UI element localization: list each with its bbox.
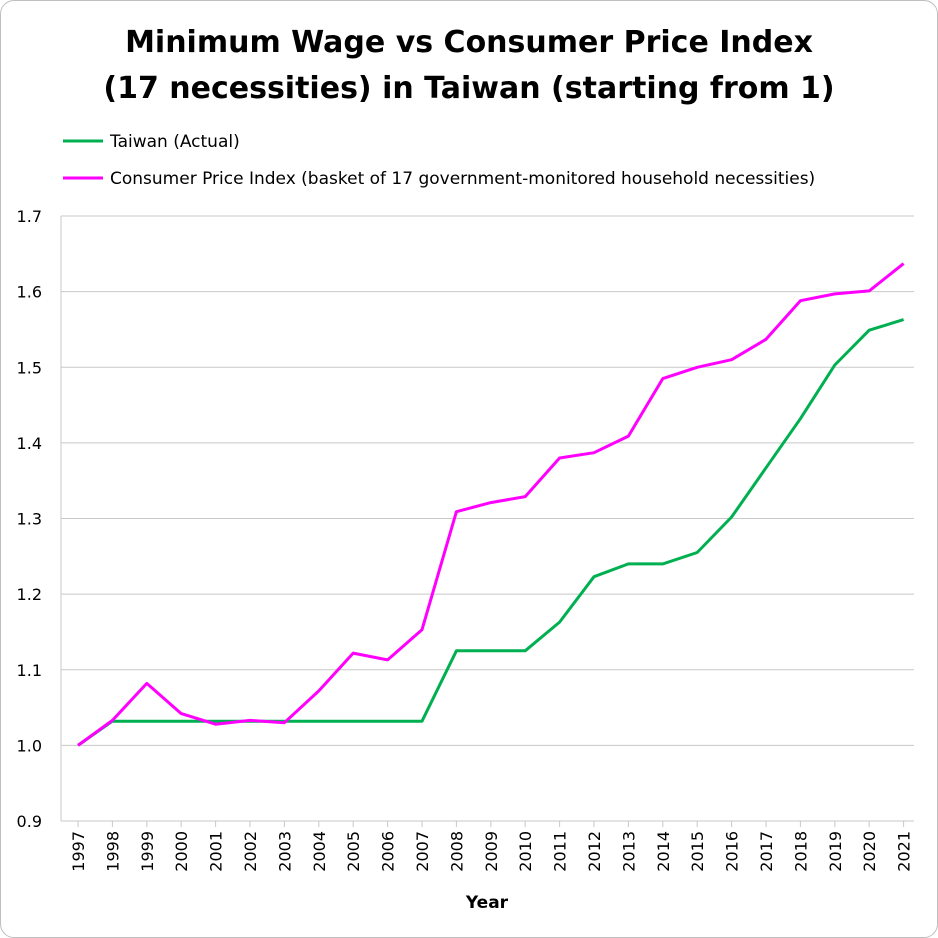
x-tick-label: 2005 — [344, 831, 363, 872]
y-axis-ticks: 1.7 1.6 1.5 1.4 1.3 1.2 1.1 1.0 0.9 — [17, 207, 42, 831]
x-tick-label: 2016 — [723, 831, 742, 872]
y-tick-label: 0.9 — [17, 812, 42, 831]
x-tick-label: 2019 — [826, 831, 845, 872]
x-tick-label: 1999 — [138, 831, 157, 872]
y-tick-label: 1.2 — [17, 585, 42, 604]
x-tick-label: 2012 — [585, 831, 604, 872]
x-tick-label: 2011 — [551, 831, 570, 872]
x-tick-label: 2018 — [791, 831, 810, 872]
x-axis-ticks: 1997 1998 1999 2000 2001 2002 2003 2004 2005 2006… — [69, 821, 914, 872]
x-tick-label: 2010 — [516, 831, 535, 872]
series-line-cpi — [77, 262, 905, 747]
y-tick-label: 1.3 — [17, 510, 42, 529]
legend: Taiwan (Actual) Consumer Price Index (ba… — [63, 132, 815, 189]
chart-title-line1: Minimum Wage vs Consumer Price Index — [125, 25, 813, 60]
x-tick-label: 2007 — [413, 831, 432, 872]
y-tick-label: 1.5 — [17, 358, 42, 377]
x-tick-label: 2013 — [619, 831, 638, 872]
x-axis-label: Year — [465, 893, 509, 913]
series-lines — [77, 262, 905, 747]
gridlines — [60, 215, 914, 822]
x-tick-label: 2004 — [310, 831, 329, 872]
x-tick-label: 2000 — [172, 831, 191, 872]
y-tick-label: 1.4 — [17, 434, 42, 453]
x-tick-label: 1997 — [69, 831, 88, 872]
y-tick-label: 1.6 — [17, 283, 42, 302]
x-tick-label: 2015 — [688, 831, 707, 872]
legend-label-cpi: Consumer Price Index (basket of 17 gover… — [110, 169, 815, 189]
x-tick-label: 2021 — [895, 831, 914, 872]
x-tick-label: 2020 — [860, 831, 879, 872]
x-tick-label: 2001 — [207, 831, 226, 872]
y-tick-label: 1.7 — [17, 207, 42, 226]
x-tick-label: 2003 — [275, 831, 294, 872]
x-tick-label: 2017 — [757, 831, 776, 872]
x-tick-label: 2008 — [447, 831, 466, 872]
x-tick-label: 2014 — [654, 831, 673, 872]
x-tick-label: 2009 — [482, 831, 501, 872]
x-tick-label: 1998 — [103, 831, 122, 872]
x-tick-label: 2006 — [379, 831, 398, 872]
y-tick-label: 1.0 — [17, 736, 42, 755]
chart-title-line2: (17 necessities) in Taiwan (starting fro… — [103, 71, 834, 106]
x-tick-label: 2002 — [241, 831, 260, 872]
y-tick-label: 1.1 — [17, 661, 42, 680]
series-line-taiwan — [77, 318, 905, 747]
legend-label-taiwan: Taiwan (Actual) — [109, 132, 240, 152]
